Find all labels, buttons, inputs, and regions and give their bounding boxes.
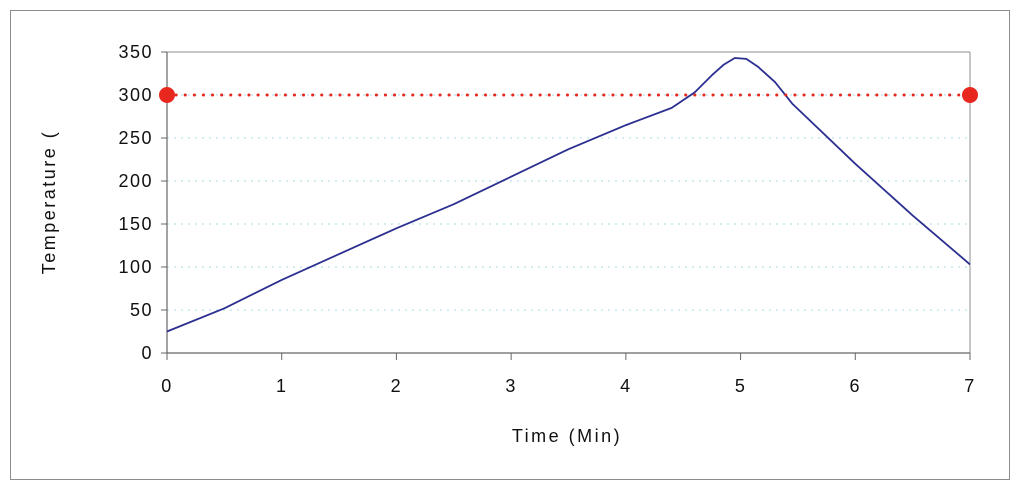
x-tick-label: 7 [964,376,976,396]
y-tick-label: 250 [118,128,153,148]
grid-lines [167,94,970,311]
x-tick-labels: 0 1 2 3 4 5 6 7 [161,376,976,396]
x-tick-label: 0 [161,376,173,396]
x-axis-title: Time (Min) [512,426,622,446]
temperature-line [166,57,971,333]
x-tick-label: 2 [391,376,403,396]
reference-marker [159,87,175,103]
y-tick-label: 200 [118,171,153,191]
y-tick-label: 300 [118,85,153,105]
y-tick-labels: 0 50 100 150 200 250 300 350 [118,42,153,363]
x-tick-label: 6 [850,376,862,396]
y-axis-title: Temperature ( [39,130,59,275]
x-tick-label: 3 [505,376,517,396]
chart-frame [10,10,1010,480]
series-group [159,57,978,333]
axes [161,51,971,360]
y-tick-label: 0 [141,343,153,363]
x-tick-label: 5 [735,376,747,396]
x-tick-label: 4 [620,376,632,396]
y-tick-label: 150 [118,214,153,234]
reference-marker [962,87,978,103]
x-tick-label: 1 [276,376,288,396]
y-tick-label: 350 [118,42,153,62]
y-tick-label: 100 [118,257,153,277]
y-tick-label: 50 [130,300,153,320]
